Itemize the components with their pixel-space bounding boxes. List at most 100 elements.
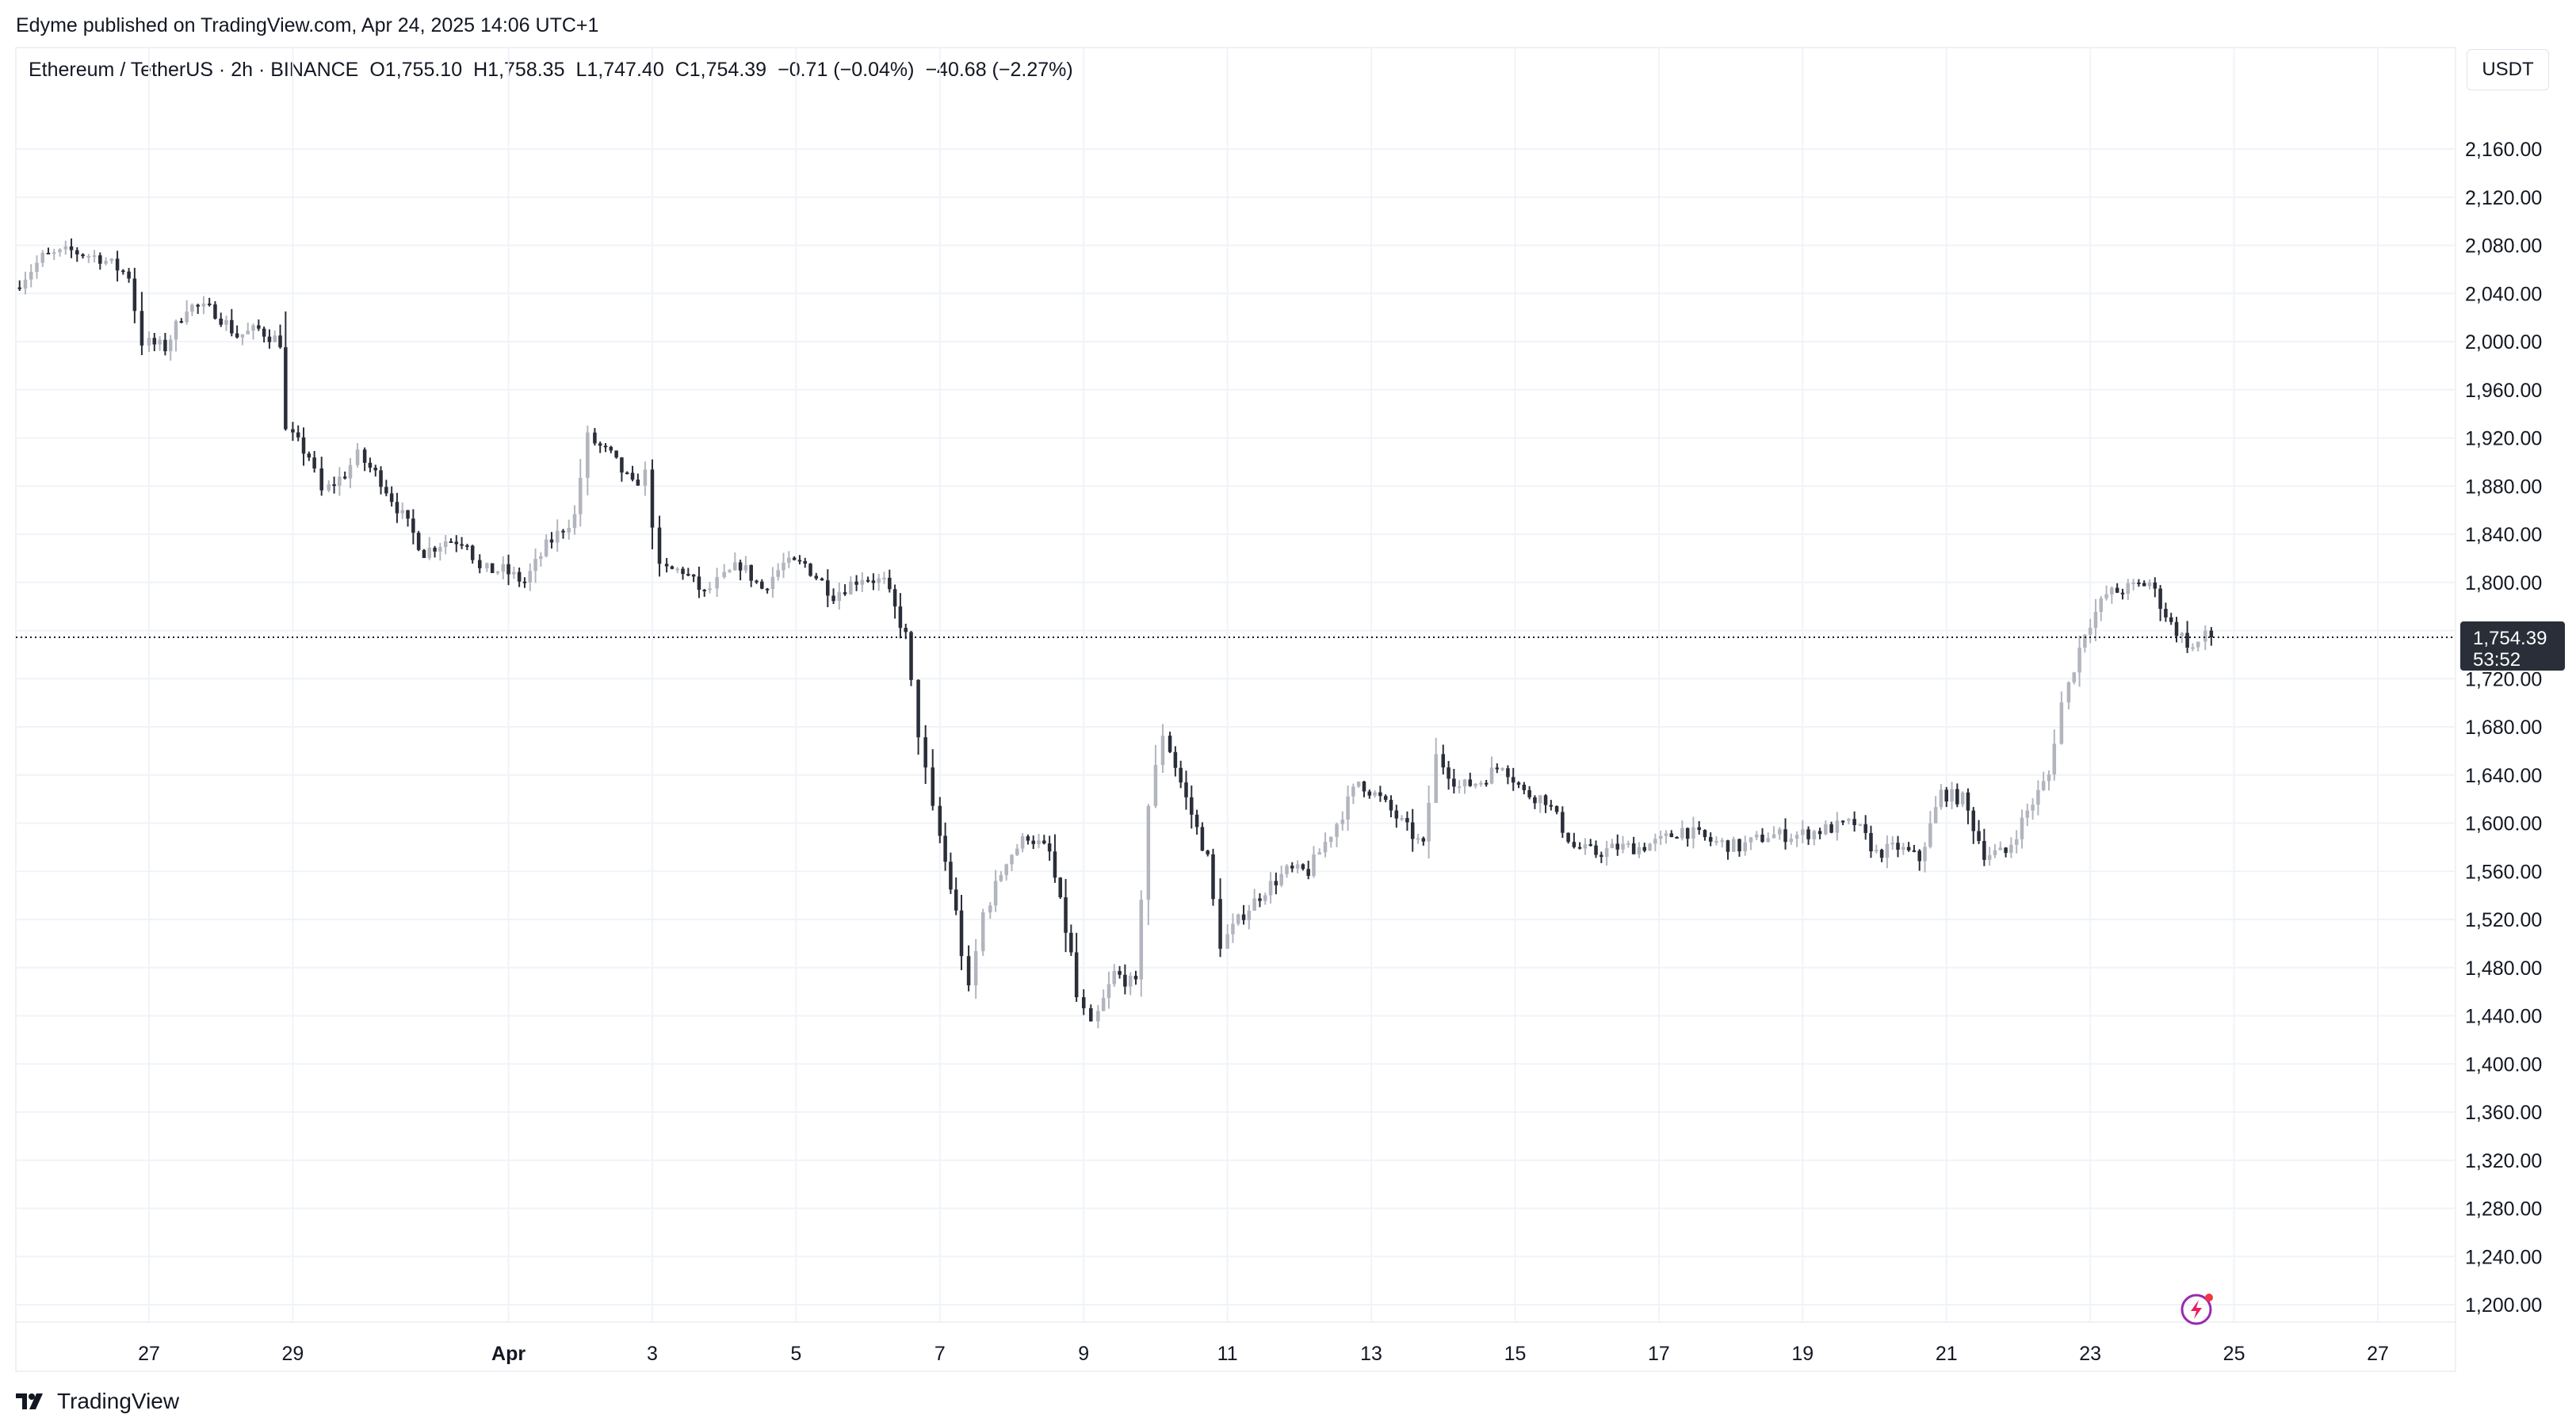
x-tick-label: 7 [934, 1343, 946, 1365]
candle-body [2020, 817, 2024, 839]
candle-body [1771, 834, 1776, 839]
candle-body [1594, 845, 1598, 855]
candle-body [1421, 838, 1426, 842]
candle-body [284, 347, 288, 430]
candle-body [319, 468, 323, 491]
candle-body [1648, 843, 1652, 851]
candle-body [808, 564, 812, 576]
candle-body [1653, 839, 1657, 844]
candle-body [1993, 850, 1997, 855]
candle-body [2083, 634, 2087, 648]
candle-body [470, 545, 475, 560]
candle-body [598, 443, 602, 446]
candle-body [923, 737, 927, 768]
candle-body [539, 556, 543, 559]
candle-body [1037, 840, 1041, 844]
candle-body [1577, 847, 1582, 849]
candle-body [1323, 842, 1328, 853]
currency-button[interactable]: USDT [2467, 49, 2549, 90]
candle-body [1004, 864, 1008, 875]
candle-body [999, 874, 1003, 881]
candle-body [2180, 633, 2184, 636]
candle-body [196, 304, 200, 307]
candle-body [207, 303, 212, 305]
candle-body [916, 679, 920, 738]
tradingview-logo-icon [16, 1393, 43, 1409]
candle-body [1680, 828, 1684, 839]
y-tick-label: 1,240.00 [2465, 1246, 2542, 1268]
candle-body [63, 246, 68, 250]
candle-body [490, 563, 495, 573]
candle-body [2088, 628, 2093, 635]
candle-body [246, 331, 250, 334]
candle-body [2185, 633, 2189, 648]
candle-body [733, 562, 737, 571]
candle-body [1351, 786, 1355, 797]
x-tick-label: 15 [1504, 1343, 1527, 1365]
candle-body [1714, 841, 1718, 843]
candle-body [2099, 598, 2104, 612]
candle-body [803, 560, 807, 564]
candle-body [860, 579, 865, 585]
candle-body [1468, 779, 1473, 786]
candle-body [609, 446, 613, 451]
candle-body [1527, 789, 1531, 797]
candle-body [572, 514, 577, 529]
candle-body [949, 862, 953, 890]
candle-body [561, 530, 565, 533]
candle-body [1543, 795, 1548, 805]
candle-body [1917, 851, 1921, 862]
y-tick-label: 2,160.00 [2465, 139, 2542, 161]
candle-body [1064, 896, 1068, 933]
y-tick-label: 1,880.00 [2465, 476, 2542, 498]
candle-body [1599, 854, 1603, 857]
y-tick-label: 1,480.00 [2465, 958, 2542, 980]
candle-body [1053, 851, 1057, 878]
tradingview-brand[interactable]: TradingView [16, 1389, 179, 1414]
candle-body [849, 581, 853, 594]
candle-body [86, 255, 91, 258]
candle-body [681, 568, 685, 575]
candle-body [814, 575, 819, 579]
candle-body [954, 889, 958, 911]
candle-body [495, 571, 500, 574]
candle-body [578, 477, 583, 514]
candle-body [104, 261, 108, 264]
candle-body [1615, 843, 1620, 850]
candle-body [664, 564, 669, 567]
candle-body [708, 588, 712, 591]
candle-body [262, 328, 266, 337]
candle-body [1626, 843, 1630, 845]
candle-body [1168, 736, 1172, 752]
candle-body [1081, 997, 1086, 1009]
candle-body [257, 325, 261, 329]
candle-body [1583, 844, 1588, 849]
candle-body [1675, 836, 1679, 839]
candle-body [1890, 843, 1894, 845]
close-value: C1,754.39 [675, 59, 767, 81]
x-tick-label: 25 [2223, 1343, 2245, 1365]
candle-body [866, 579, 870, 582]
candle-body [1982, 841, 1986, 860]
candle-body [1879, 850, 1884, 858]
candle-body [722, 571, 726, 578]
candle-body [715, 577, 719, 589]
candle-body [296, 432, 300, 438]
candle-body [2072, 672, 2077, 682]
candle-body [2203, 630, 2207, 642]
candle-body [1858, 824, 1863, 826]
candle-body [273, 335, 277, 342]
candle-body [384, 487, 388, 494]
candle-body [219, 318, 223, 325]
lightning-icon[interactable] [2180, 1294, 2213, 1325]
candle-body [332, 484, 336, 487]
candle-body [776, 570, 780, 577]
candle-body [1506, 768, 1510, 778]
candle-body [179, 321, 184, 323]
symbol-name[interactable]: Ethereum / TetherUS · 2h · BINANCE [29, 59, 359, 81]
candle-body [2131, 582, 2135, 584]
y-tick-label: 1,920.00 [2465, 428, 2542, 450]
candle-body [190, 304, 194, 312]
candle-body [1252, 898, 1256, 911]
